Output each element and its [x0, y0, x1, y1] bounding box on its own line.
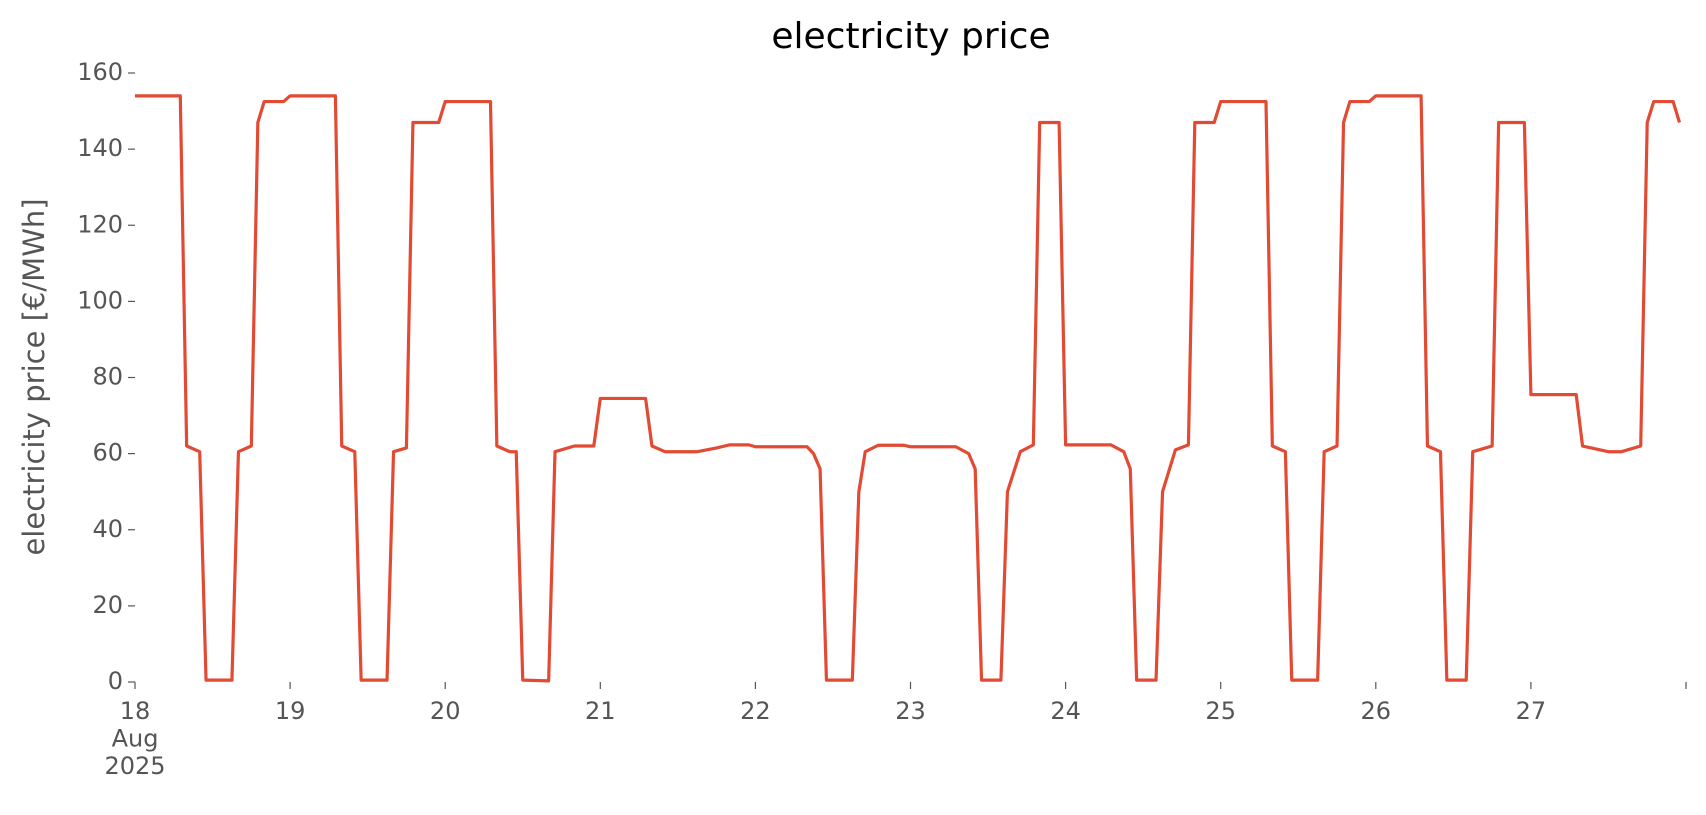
x-tick-label: 21 [585, 697, 616, 725]
chart-title: electricity price [771, 16, 1050, 57]
y-tick-label: 40 [92, 515, 123, 543]
y-tick-label: 60 [92, 439, 123, 467]
x-tick-label: 26 [1361, 697, 1392, 725]
y-tick-label: 100 [77, 286, 123, 314]
x-tick-label: 22 [740, 697, 771, 725]
y-tick-label: 0 [108, 667, 123, 695]
x-tick-label: 24 [1050, 697, 1081, 725]
x-tick-label: 19 [275, 697, 306, 725]
y-tick-label: 20 [92, 591, 123, 619]
y-tick-label: 160 [77, 58, 123, 86]
y-tick-label: 140 [77, 134, 123, 162]
x-tick-label: 18 Aug 2025 [104, 697, 165, 780]
x-tick-label: 20 [430, 697, 461, 725]
x-tick-label: 27 [1516, 697, 1547, 725]
x-tick-label: 23 [895, 697, 926, 725]
x-tick-label: 25 [1205, 697, 1236, 725]
y-tick-label: 120 [77, 210, 123, 238]
price-line [135, 94, 1682, 683]
y-tick-label: 80 [92, 363, 123, 391]
y-axis-label: electricity price [€/MWh] [17, 198, 51, 555]
